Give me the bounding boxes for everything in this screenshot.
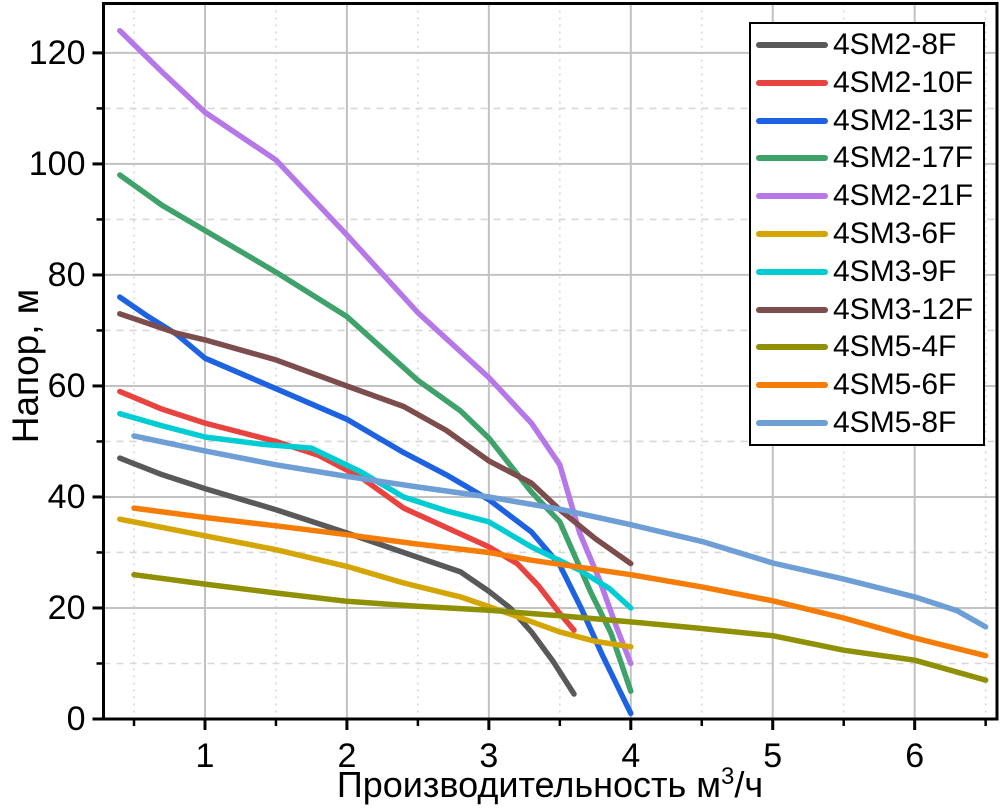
x-axis-title: Производительность м3/ч xyxy=(103,764,997,806)
y-tick-label: 120 xyxy=(29,34,86,72)
legend-item: 4SM2-17F xyxy=(751,140,983,176)
legend-item: 4SM2-8F xyxy=(751,27,983,63)
legend-item: 4SM5-6F xyxy=(751,367,983,403)
legend-item: 4SM5-8F xyxy=(751,405,983,441)
series-line-4SM2-21F xyxy=(117,27,634,667)
x-tick-label: 4 xyxy=(621,737,640,775)
legend-label: 4SM5-6F xyxy=(833,368,957,402)
x-axis-title-text: Производительность м xyxy=(336,764,722,805)
series-line-4SM3-9F xyxy=(117,410,634,611)
series-line-4SM3-12F xyxy=(117,311,634,567)
legend-line-swatch xyxy=(756,155,828,162)
legend-line-swatch xyxy=(756,79,828,86)
y-tick-label: 40 xyxy=(48,478,86,516)
legend-label: 4SM5-4F xyxy=(833,330,957,364)
legend-label: 4SM3-6F xyxy=(833,216,957,250)
x-tick-label: 2 xyxy=(337,737,356,775)
series-line-4SM2-8F xyxy=(117,455,577,697)
series-line-4SM2-10F xyxy=(117,388,577,633)
series-line-4SM5-4F xyxy=(131,571,989,683)
series-line-4SM5-8F xyxy=(131,433,989,630)
legend-label: 4SM2-8F xyxy=(833,27,957,61)
legend-item: 4SM3-12F xyxy=(751,292,983,328)
x-axis-title-superscript: 3 xyxy=(721,763,735,790)
legend-line-swatch xyxy=(756,382,828,389)
y-axis-title: Напор, м xyxy=(5,288,46,444)
legend-line-swatch xyxy=(756,306,828,313)
legend-item: 4SM5-4F xyxy=(751,329,983,365)
legend-label: 4SM2-13F xyxy=(833,103,974,137)
legend-item: 4SM3-9F xyxy=(751,254,983,290)
x-tick-label: 5 xyxy=(763,737,782,775)
legend-label: 4SM2-21F xyxy=(833,179,974,213)
legend-item: 4SM2-13F xyxy=(751,103,983,139)
legend-line-swatch xyxy=(756,268,828,275)
legend-label: 4SM3-9F xyxy=(833,254,957,288)
legend-line-swatch xyxy=(756,193,828,200)
legend-label: 4SM2-17F xyxy=(833,141,974,175)
legend-box: 4SM2-8F 4SM2-10F 4SM2-13F 4SM2-17F 4SM2-… xyxy=(749,22,985,446)
legend-label: 4SM3-12F xyxy=(833,292,974,326)
series-line-4SM5-6F xyxy=(131,505,989,659)
series-line-4SM2-17F xyxy=(117,172,634,694)
x-axis-title-unit: /ч xyxy=(734,764,764,805)
x-tick-label: 6 xyxy=(905,737,924,775)
legend-line-swatch xyxy=(756,117,828,124)
x-tick-label: 3 xyxy=(479,737,498,775)
y-tick-label: 0 xyxy=(67,700,86,738)
legend-line-swatch xyxy=(756,420,828,427)
plot-frame xyxy=(102,2,999,721)
y-tick-label: 80 xyxy=(48,256,86,294)
legend-item: 4SM2-10F xyxy=(751,65,983,101)
y-tick-label: 60 xyxy=(48,367,86,405)
legend-label: 4SM5-8F xyxy=(833,406,957,440)
legend-item: 4SM2-21F xyxy=(751,178,983,214)
legend-label: 4SM2-10F xyxy=(833,65,974,99)
series-line-4SM2-13F xyxy=(117,294,634,717)
y-tick-label: 100 xyxy=(29,145,86,183)
series-line-4SM3-6F xyxy=(117,516,634,650)
y-tick-label: 20 xyxy=(48,589,86,627)
legend-line-swatch xyxy=(756,344,828,351)
legend-item: 4SM3-6F xyxy=(751,216,983,252)
legend-line-swatch xyxy=(756,41,828,48)
legend-line-swatch xyxy=(756,230,828,237)
x-tick-label: 1 xyxy=(196,737,215,775)
